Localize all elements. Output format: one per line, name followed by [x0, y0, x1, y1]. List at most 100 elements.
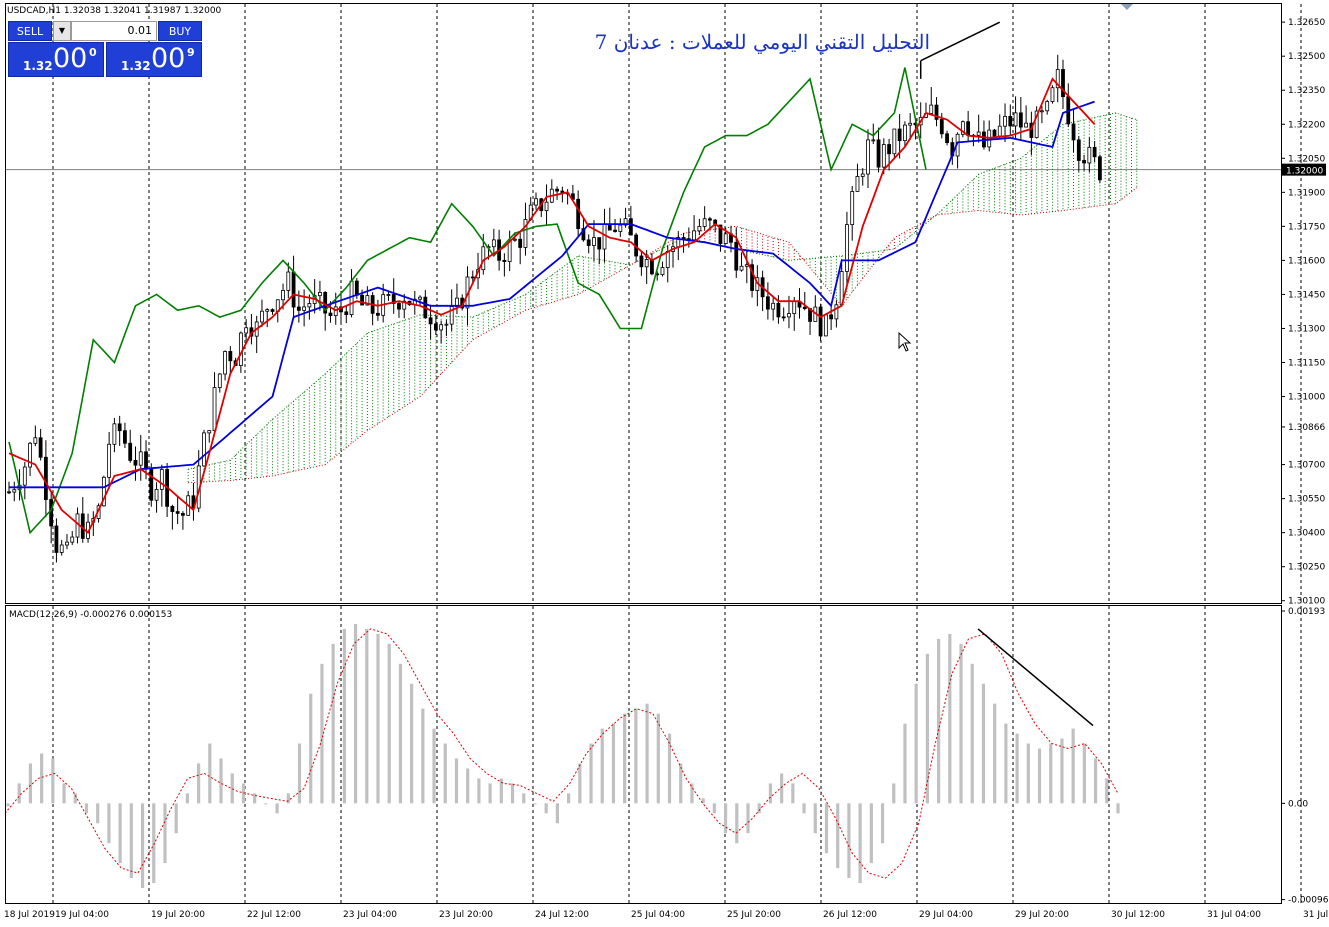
y-tick-label: 1.30700: [1288, 461, 1325, 471]
x-tick-label: 19 Jul 04:00: [55, 910, 109, 920]
candle-body: [802, 306, 807, 309]
candle-body: [945, 133, 949, 144]
macd-histogram-bar: [309, 693, 313, 804]
chikou-span-line: [8, 67, 927, 535]
sell-button[interactable]: SELL: [8, 21, 52, 41]
macd-histogram-bar: [376, 633, 380, 804]
candle-body: [1045, 101, 1050, 112]
macd-histogram-bar: [589, 743, 593, 804]
macd-histogram-bar: [1004, 723, 1008, 804]
ichimoku-cloud: [187, 112, 1138, 484]
macd-histogram-bar: [96, 803, 100, 824]
candle-body: [903, 124, 907, 142]
main-panel-frame: [5, 3, 1282, 604]
candle-body: [992, 129, 997, 137]
macd-histogram-bar: [208, 743, 212, 804]
y-tick-label: 1.32500: [1288, 52, 1325, 62]
candle-body: [966, 121, 971, 136]
candle-body: [1076, 139, 1081, 161]
macd-histogram-bar: [824, 803, 829, 854]
macd-histogram-bar: [892, 783, 896, 804]
candle-body: [960, 121, 965, 135]
x-tick-label: 18 Jul 2019: [4, 910, 55, 920]
candle-body: [692, 230, 696, 241]
candle-body: [1003, 115, 1007, 127]
macd-histogram-bar: [320, 663, 324, 804]
macd-histogram-bar: [723, 803, 728, 834]
candle-body: [1013, 112, 1018, 127]
candle-body: [697, 226, 702, 232]
candle-body: [28, 442, 32, 468]
y-tick-label: 1.32200: [1288, 120, 1325, 130]
macd-histogram-bar: [937, 638, 941, 804]
candle-body: [260, 310, 264, 323]
macd-histogram-bar: [197, 763, 201, 804]
candle-body: [386, 294, 391, 296]
candle-body: [418, 296, 422, 300]
macd-histogram-bar: [1015, 733, 1019, 804]
candle-body: [318, 292, 322, 297]
bid-price-button[interactable]: 1.32 00 0: [8, 42, 104, 77]
candle-body: [244, 327, 249, 334]
candle-body: [402, 300, 407, 310]
ichimoku-lines: [8, 21, 1096, 535]
candle-body: [660, 267, 665, 276]
macd-histogram-bar: [275, 803, 279, 814]
macd-histogram-bar: [1105, 778, 1109, 804]
y-tick-label: 1.30250: [1288, 563, 1325, 573]
ask-price-button[interactable]: 1.32 00 9: [106, 42, 202, 77]
candle-body: [291, 271, 296, 308]
candle-body: [7, 491, 11, 494]
macd-histogram-bar: [555, 803, 559, 824]
bid-price-pips: 00: [53, 43, 88, 74]
macd-histogram-bar: [398, 663, 403, 804]
candle-body: [238, 332, 243, 366]
current-price-badge: [1281, 163, 1326, 176]
mouse-cursor-icon: [898, 331, 912, 352]
x-tick-label: 30 Jul 12:00: [1111, 910, 1165, 920]
y-tick-label: 1.31150: [1288, 358, 1325, 368]
candle-body: [43, 456, 48, 500]
x-tick-label: 26 Jul 12:00: [823, 910, 877, 920]
candle-body: [1071, 123, 1076, 141]
buy-button[interactable]: BUY: [158, 21, 202, 41]
candle-body: [375, 312, 380, 316]
y-tick-label: 1.32650: [1288, 18, 1325, 28]
y-tick-label: 1.31900: [1288, 188, 1325, 198]
candle-body: [834, 304, 839, 320]
candle-body: [33, 437, 38, 444]
candle-body: [207, 430, 212, 434]
macd-signal-line: [4, 628, 1119, 879]
candle-body: [750, 264, 754, 291]
candle-body: [976, 131, 981, 136]
y-tick-label: 1.31600: [1288, 256, 1325, 266]
candle-body: [718, 224, 723, 244]
candle-body: [592, 237, 596, 246]
lot-dropdown-icon[interactable]: ▼: [53, 21, 71, 41]
candle-body: [159, 469, 164, 490]
macd-histogram-bar: [970, 663, 974, 804]
candle-body: [12, 489, 17, 493]
tenkan-sen-line: [8, 77, 1096, 535]
candle-body: [212, 387, 217, 432]
macd-histogram-bar: [679, 763, 683, 804]
lot-size-input[interactable]: 0.01: [71, 21, 157, 41]
symbol-info: USDCAD,H1 1.32038 1.32041 1.31987 1.3200…: [7, 6, 222, 16]
candle-body: [1097, 156, 1102, 181]
macd-histogram-bar: [869, 803, 873, 864]
macd-histogram-bar: [454, 758, 459, 804]
macd-histogram-bar: [253, 793, 257, 804]
macd-histogram-bar: [914, 683, 918, 804]
candle-body: [365, 295, 370, 306]
candle-body: [70, 536, 75, 543]
candle-body: [939, 119, 944, 135]
macd-histogram-bar: [1049, 743, 1053, 804]
macd-histogram-bar: [17, 783, 21, 804]
chart-shift-marker[interactable]: [1121, 4, 1133, 10]
candle-body: [765, 296, 770, 310]
candle-body: [270, 309, 275, 312]
macd-histogram-bar: [959, 643, 963, 804]
candle-body: [433, 323, 438, 331]
macd-histogram-bar: [365, 628, 369, 804]
